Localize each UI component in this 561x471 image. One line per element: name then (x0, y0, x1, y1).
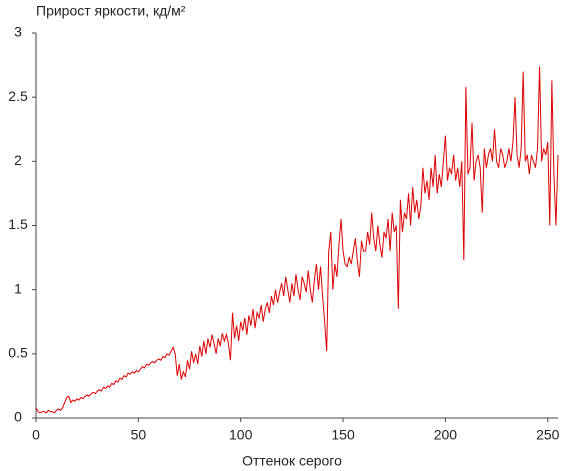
data-line (35, 66, 559, 414)
x-tick-label: 50 (131, 427, 147, 443)
chart-title: Прирост яркости, кд/м² (36, 3, 186, 19)
x-axis-label: Оттенок серого (242, 453, 342, 469)
x-tick-label: 200 (434, 427, 458, 443)
x-tick-label: 100 (229, 427, 253, 443)
x-tick-label: 0 (32, 427, 40, 443)
x-tick-label: 150 (331, 427, 355, 443)
y-tick-label: 1.5 (8, 216, 28, 232)
y-tick-label: 0 (14, 409, 22, 425)
y-tick-label: 2 (14, 152, 22, 168)
y-tick-label: 0.5 (8, 345, 28, 361)
x-tick-label: 250 (536, 427, 560, 443)
y-tick-label: 1 (14, 280, 22, 296)
y-tick-label: 3 (14, 24, 22, 40)
y-tick-label: 2.5 (8, 88, 28, 104)
